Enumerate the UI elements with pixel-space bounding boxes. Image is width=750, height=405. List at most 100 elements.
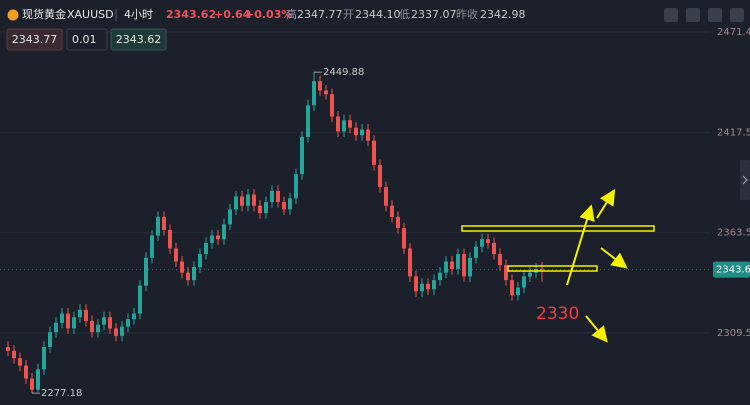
candle-body xyxy=(48,332,52,348)
stat-value: 2337.07 xyxy=(411,8,457,21)
candle-body xyxy=(246,194,250,206)
candle-body xyxy=(258,205,262,214)
candle-body xyxy=(420,283,424,292)
candle-body xyxy=(204,242,208,255)
y-tick-label: 2471.47 xyxy=(717,27,750,38)
y-tick-label: 2363.53 xyxy=(717,228,750,239)
candle-body xyxy=(54,322,58,333)
candle-body xyxy=(378,164,382,188)
candle-body xyxy=(492,242,496,255)
candle-body xyxy=(516,287,520,295)
candle-body xyxy=(528,272,532,277)
candle-body xyxy=(438,272,442,281)
candle-body xyxy=(510,280,514,295)
candle-body xyxy=(240,196,244,206)
stat-label: 开 xyxy=(343,8,354,21)
candle-body xyxy=(12,350,16,359)
candle-body xyxy=(462,254,466,277)
candle-body xyxy=(156,216,160,236)
side-toggle-icon xyxy=(742,175,748,185)
candle-body xyxy=(282,202,286,210)
candle-body xyxy=(504,265,508,281)
candle-body xyxy=(324,90,328,95)
symbol: XAUUSD xyxy=(67,8,114,21)
candle-body xyxy=(270,190,274,203)
candle-body xyxy=(480,239,484,247)
candle-body xyxy=(294,174,298,199)
tool-button[interactable] xyxy=(686,8,700,22)
lot-input[interactable] xyxy=(66,28,108,51)
arrow xyxy=(585,315,608,343)
candle-body xyxy=(186,272,190,281)
candle-body xyxy=(30,378,34,390)
stat-label: 昨收 xyxy=(456,7,478,21)
stat-value: 2344.10 xyxy=(355,8,401,21)
candle-body xyxy=(348,120,352,128)
high-label: 2449.88 xyxy=(323,67,364,78)
candle-body xyxy=(96,324,100,333)
candle-body xyxy=(432,280,436,290)
candle-body xyxy=(72,317,76,329)
interval[interactable]: 4小时 xyxy=(124,8,153,21)
resistance-box xyxy=(461,225,655,232)
candle-body xyxy=(444,261,448,273)
annotation: 2330 xyxy=(536,304,579,324)
arrow xyxy=(596,188,616,219)
sell-button[interactable] xyxy=(6,28,63,51)
candle-body xyxy=(414,276,418,292)
arrow xyxy=(566,204,595,286)
stats: 高 2347.77 开 2344.10低 2337.07 昨收 2342.98 xyxy=(286,7,526,21)
candle-body xyxy=(540,268,544,270)
drawings: 2330 xyxy=(461,188,655,343)
candle-body xyxy=(174,248,178,262)
candle-body xyxy=(18,358,22,366)
candle-body xyxy=(162,216,166,230)
candle-body xyxy=(366,129,370,141)
side-toggle[interactable] xyxy=(740,160,750,200)
candle-body xyxy=(210,235,214,243)
candle-body xyxy=(312,81,316,106)
candle-body xyxy=(144,257,148,286)
candle-body xyxy=(24,365,28,379)
candle-body xyxy=(180,261,184,273)
candle-body xyxy=(192,267,196,281)
tool-button[interactable] xyxy=(664,8,678,22)
arrow xyxy=(600,247,628,269)
candle-body xyxy=(354,127,358,136)
candle-body xyxy=(456,254,460,269)
candle-body xyxy=(228,209,232,225)
candle-body xyxy=(102,317,106,325)
candle-body xyxy=(84,309,88,321)
tool-button[interactable] xyxy=(708,8,722,22)
candle-body xyxy=(132,313,136,320)
candle-body xyxy=(390,205,394,217)
change: +0.64 xyxy=(214,8,251,21)
candle-body xyxy=(426,283,430,290)
stat-label: 低 xyxy=(399,8,410,21)
candle-body xyxy=(498,254,502,266)
candle-body xyxy=(300,136,304,175)
header: 现货黄金 XAUUSD 4小时 2343.62 +0.64 +0.03% 高 23… xyxy=(7,7,750,200)
candle-body xyxy=(126,319,130,327)
candle-body xyxy=(318,81,322,91)
stat-value: 2342.98 xyxy=(480,8,526,21)
last-price-tag xyxy=(713,261,750,278)
candle-body xyxy=(450,261,454,269)
candle-body xyxy=(60,313,64,323)
candle-body xyxy=(66,313,70,329)
candle-body xyxy=(78,309,82,318)
stat-label: 高 xyxy=(286,7,297,21)
lot: 0.01 xyxy=(72,33,97,46)
tool-button[interactable] xyxy=(730,8,744,22)
candle-body xyxy=(384,187,388,206)
last-price-label: 2343.62 xyxy=(716,265,750,276)
order-panel: 2343.77 0.01 2343.62 xyxy=(6,28,167,51)
buy-button[interactable] xyxy=(110,28,167,51)
candle-body xyxy=(264,202,268,214)
buy-price: 2343.62 xyxy=(116,33,162,46)
sell-price: 2343.77 xyxy=(12,33,58,46)
stat-value: 2347.77 xyxy=(297,8,343,21)
candle-body xyxy=(138,285,142,314)
candle-body xyxy=(108,317,112,329)
low-label: 2277.18 xyxy=(41,388,82,399)
